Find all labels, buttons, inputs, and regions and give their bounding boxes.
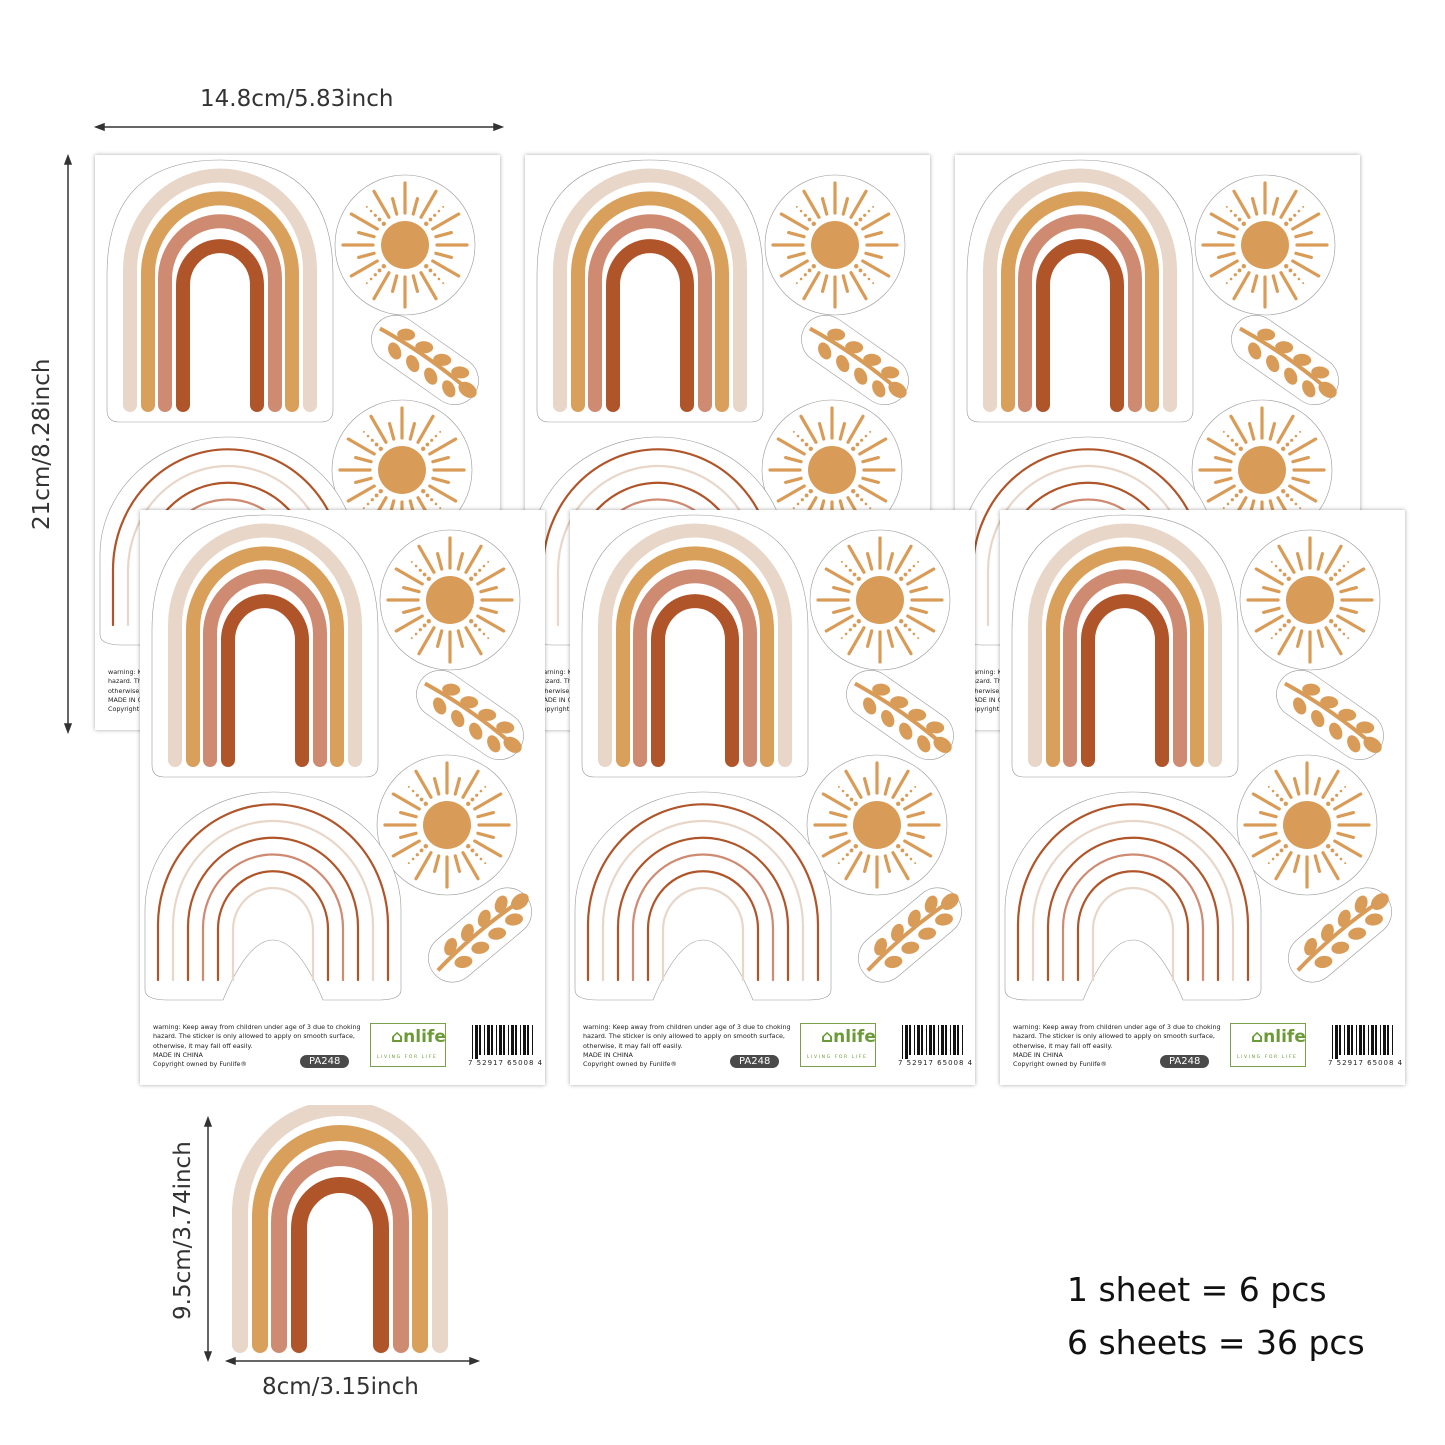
brand-tagline: LIVING FOR LIFE	[1237, 1055, 1298, 1060]
sun-sticker	[809, 529, 951, 671]
made-in-text: MADE IN CHINA	[1013, 1050, 1063, 1059]
barcode-number: 7 52917 65008 4	[898, 1059, 974, 1067]
leaf-sticker	[428, 887, 532, 983]
leaf-sticker	[1288, 887, 1392, 983]
leaf-sticker	[858, 887, 962, 983]
sun-sticker	[1194, 174, 1336, 316]
brand-name: ⌂nlife	[391, 1027, 446, 1047]
sun-sticker	[764, 174, 906, 316]
barcode-number: 7 52917 65008 4	[1328, 1059, 1404, 1067]
warning-text: warning: Keep away from children under a…	[1013, 1023, 1221, 1050]
product-code-badge: PA248	[300, 1055, 350, 1068]
single-rainbow-sticker	[232, 1105, 448, 1353]
made-in-text: MADE IN CHINA	[538, 695, 588, 704]
made-in-text: MADE IN CHINA	[968, 695, 1018, 704]
copyright-text: Copyright owned by Funlife®	[1013, 1060, 1107, 1069]
sticker-width-label: 8cm/3.15inch	[262, 1374, 419, 1400]
made-in-text: MADE IN CHINA	[583, 1050, 633, 1059]
barcode-number: 7 52917 65008 4	[468, 1059, 544, 1067]
copyright-text: Copyright owned by Funlife®	[153, 1060, 247, 1069]
sticker-sheet-6: warning: Keep away from children under a…	[1000, 510, 1405, 1085]
made-in-text: MADE IN CHINA	[108, 695, 158, 704]
sun-sticker	[1236, 754, 1378, 896]
sun-sticker	[761, 399, 903, 541]
per-sheet-count: 1 sheet = 6 pcs	[1067, 1270, 1327, 1309]
sheet-height-label: 21cm/8.28inch	[29, 358, 55, 530]
brand-tagline: LIVING FOR LIFE	[807, 1055, 868, 1060]
sheet-width-label: 14.8cm/5.83inch	[200, 86, 394, 112]
leaf-sticker	[1231, 315, 1339, 405]
sun-sticker	[376, 754, 518, 896]
made-in-text: MADE IN CHINA	[153, 1050, 203, 1059]
warning-text: warning: Keep away from children under a…	[583, 1023, 791, 1050]
copyright-text: Copyright owned by Funlife®	[583, 1060, 677, 1069]
funlife-logo: ⌂nlife LIVING FOR LIFE	[370, 1023, 446, 1067]
product-code-badge: PA248	[730, 1055, 780, 1068]
brand-tagline: LIVING FOR LIFE	[377, 1055, 438, 1060]
funlife-logo: ⌂nlife LIVING FOR LIFE	[1230, 1023, 1306, 1067]
sun-sticker	[334, 174, 476, 316]
sheet-footer-text: warning: Keep away from children under a…	[583, 1023, 808, 1069]
sheet-footer-text: warning: Keep away from children under a…	[153, 1023, 378, 1069]
sheet-footer-text: warning: Keep away from children under a…	[1013, 1023, 1238, 1069]
sticker-sheet-4: warning: Keep away from children under a…	[140, 510, 545, 1085]
brand-name: ⌂nlife	[821, 1027, 876, 1047]
leaf-sticker	[1276, 670, 1384, 760]
sun-sticker	[1191, 399, 1333, 541]
product-code-badge: PA248	[1160, 1055, 1210, 1068]
leaf-sticker	[801, 315, 909, 405]
sun-sticker	[1239, 529, 1381, 671]
total-count: 6 sheets = 36 pcs	[1067, 1323, 1365, 1362]
sticker-height-label: 9.5cm/3.74inch	[170, 1141, 196, 1320]
sun-sticker	[806, 754, 948, 896]
leaf-sticker	[846, 670, 954, 760]
sun-sticker	[379, 529, 521, 671]
brand-name: ⌂nlife	[1251, 1027, 1306, 1047]
leaf-sticker	[416, 670, 524, 760]
funlife-logo: ⌂nlife LIVING FOR LIFE	[800, 1023, 876, 1067]
leaf-sticker	[371, 315, 479, 405]
warning-text: warning: Keep away from children under a…	[153, 1023, 361, 1050]
sticker-sheet-5: warning: Keep away from children under a…	[570, 510, 975, 1085]
